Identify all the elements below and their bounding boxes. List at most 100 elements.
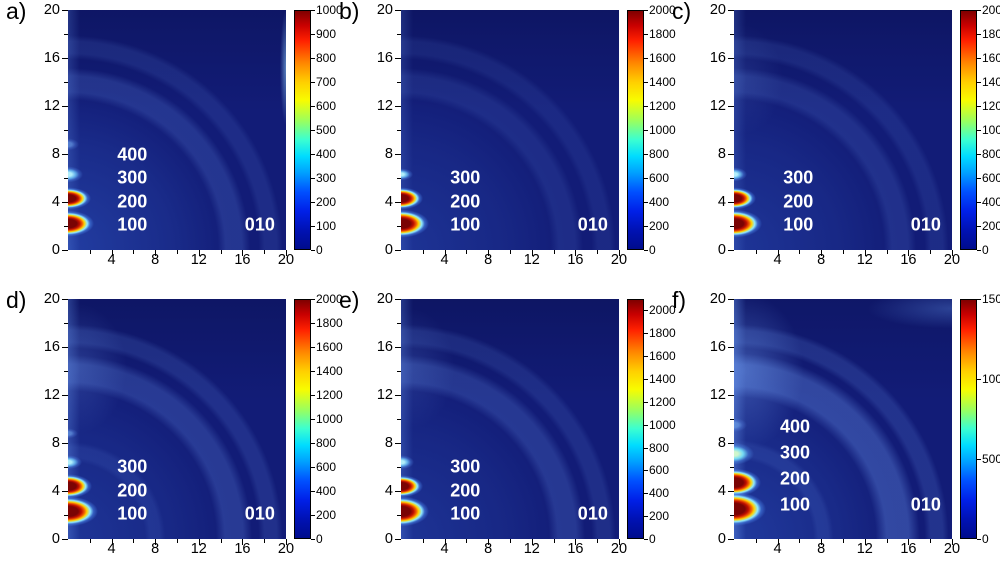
colorbar-tick [977,130,981,131]
x-tick-label: 12 [856,541,873,557]
y-minor-tick [397,34,401,35]
x-tick [198,250,200,256]
y-tick-label: 16 [709,339,726,355]
x-minor-tick [510,539,511,543]
x-minor-tick [177,250,178,254]
x-tick [864,539,866,545]
x-minor-tick [89,250,91,254]
y-minor-tick [397,467,401,468]
heatmap-a: 400 300 200 100 010 [68,10,286,250]
y-tick [62,347,68,348]
x-minor-tick [553,250,555,254]
colorbar-tick-label: 400 [316,484,337,498]
colorbar-tick-label: 700 [316,75,337,89]
peak-label-200: 200 [450,191,481,212]
colorbar-tick [311,250,315,251]
peak-label-300: 300 [117,167,148,188]
y-tick [62,491,68,492]
colorbar-tick-label: 1000 [982,372,1000,386]
colorbar-tick [311,299,315,300]
panel-b: b) 20 16 12 8 4 0 4 8 12 16 20 300 200 100 010 2000 1800 1… [333,0,676,289]
x-tick-label: 4 [773,541,782,557]
colorbar-tick [977,539,981,540]
y-minor-tick [397,178,401,179]
colorbar-tick [311,82,315,83]
panel-label-c: c) [672,0,692,24]
colorbar-tick-label: 1400 [316,364,343,378]
x-tick-label: 16 [900,252,917,268]
x-minor-tick [89,539,91,543]
y-tick [395,395,401,396]
y-tick-label: 8 [717,146,726,162]
x-minor-tick [422,539,424,543]
x-tick-label: 8 [484,541,493,557]
x-tick [531,250,533,256]
x-tick [242,539,244,545]
x-tick-label: 8 [484,252,493,268]
y-minor-tick [730,515,734,516]
x-minor-tick [133,539,135,543]
y-tick [728,154,734,155]
colorbar-tick [977,299,981,300]
y-tick-label: 12 [43,98,60,114]
x-tick-label: 20 [610,541,628,557]
x-tick-label: 20 [277,252,295,268]
heatmap-e: 300 200 100 010 [401,299,619,539]
colorbar-d [294,299,311,539]
y-minor-tick [397,130,401,131]
colorbar-tick-label: 1400 [649,75,676,89]
y-tick-label: 16 [376,50,393,66]
colorbar-tick [977,34,981,35]
colorbar-tick [644,539,648,540]
colorbar-tick [644,154,648,155]
colorbar-tick [644,250,648,251]
y-tick [728,106,734,107]
panel-a: a) 20 16 12 8 4 0 4 8 12 16 20 400 300 200 100 010 1000 90… [0,0,343,289]
peak-label-010: 010 [910,214,941,235]
peak-label-200: 200 [117,480,148,501]
y-tick-label: 0 [384,531,393,547]
peak-label-200: 200 [117,191,148,212]
x-tick [444,539,446,545]
x-tick [286,539,287,545]
colorbar-tick [311,419,315,420]
heatmap-b: 300 200 100 010 [401,10,619,250]
y-tick [395,539,401,540]
x-minor-tick [799,539,801,543]
peak-label-300: 300 [783,167,814,188]
colorbar-tick-label: 1000 [649,417,676,432]
colorbar-e [627,299,644,539]
y-tick-label: 16 [709,50,726,66]
x-tick [155,539,157,545]
colorbar-tick-label: 0 [316,243,323,257]
y-tick-label: 12 [709,387,726,403]
y-tick-label: 16 [376,339,393,355]
x-tick [777,250,779,256]
y-tick [395,250,401,251]
y-tick [62,10,68,11]
colorbar-tick [311,347,315,348]
x-tick-label: 12 [523,252,540,268]
x-tick-label: 4 [440,541,449,557]
x-tick-label: 12 [190,252,207,268]
colorbar-tick [644,34,648,35]
y-tick [395,347,401,348]
y-minor-tick [397,226,401,227]
peak-label-100: 100 [117,503,148,524]
colorbar-tick-label: 100 [316,219,337,233]
y-minor-tick [730,467,734,468]
x-minor-tick [466,250,468,254]
colorbar-tick [977,106,981,107]
x-minor-tick [422,250,424,254]
y-tick [728,395,734,396]
colorbar-tick-label: 400 [316,147,337,161]
x-tick-label: 8 [817,252,826,268]
panel-label-b: b) [339,0,360,24]
colorbar-tick-label: 800 [649,440,670,455]
colorbar-tick [311,106,315,107]
x-tick [619,250,620,256]
x-minor-tick [264,250,266,254]
y-tick-label: 4 [384,483,393,499]
x-tick-label: 8 [151,541,160,557]
